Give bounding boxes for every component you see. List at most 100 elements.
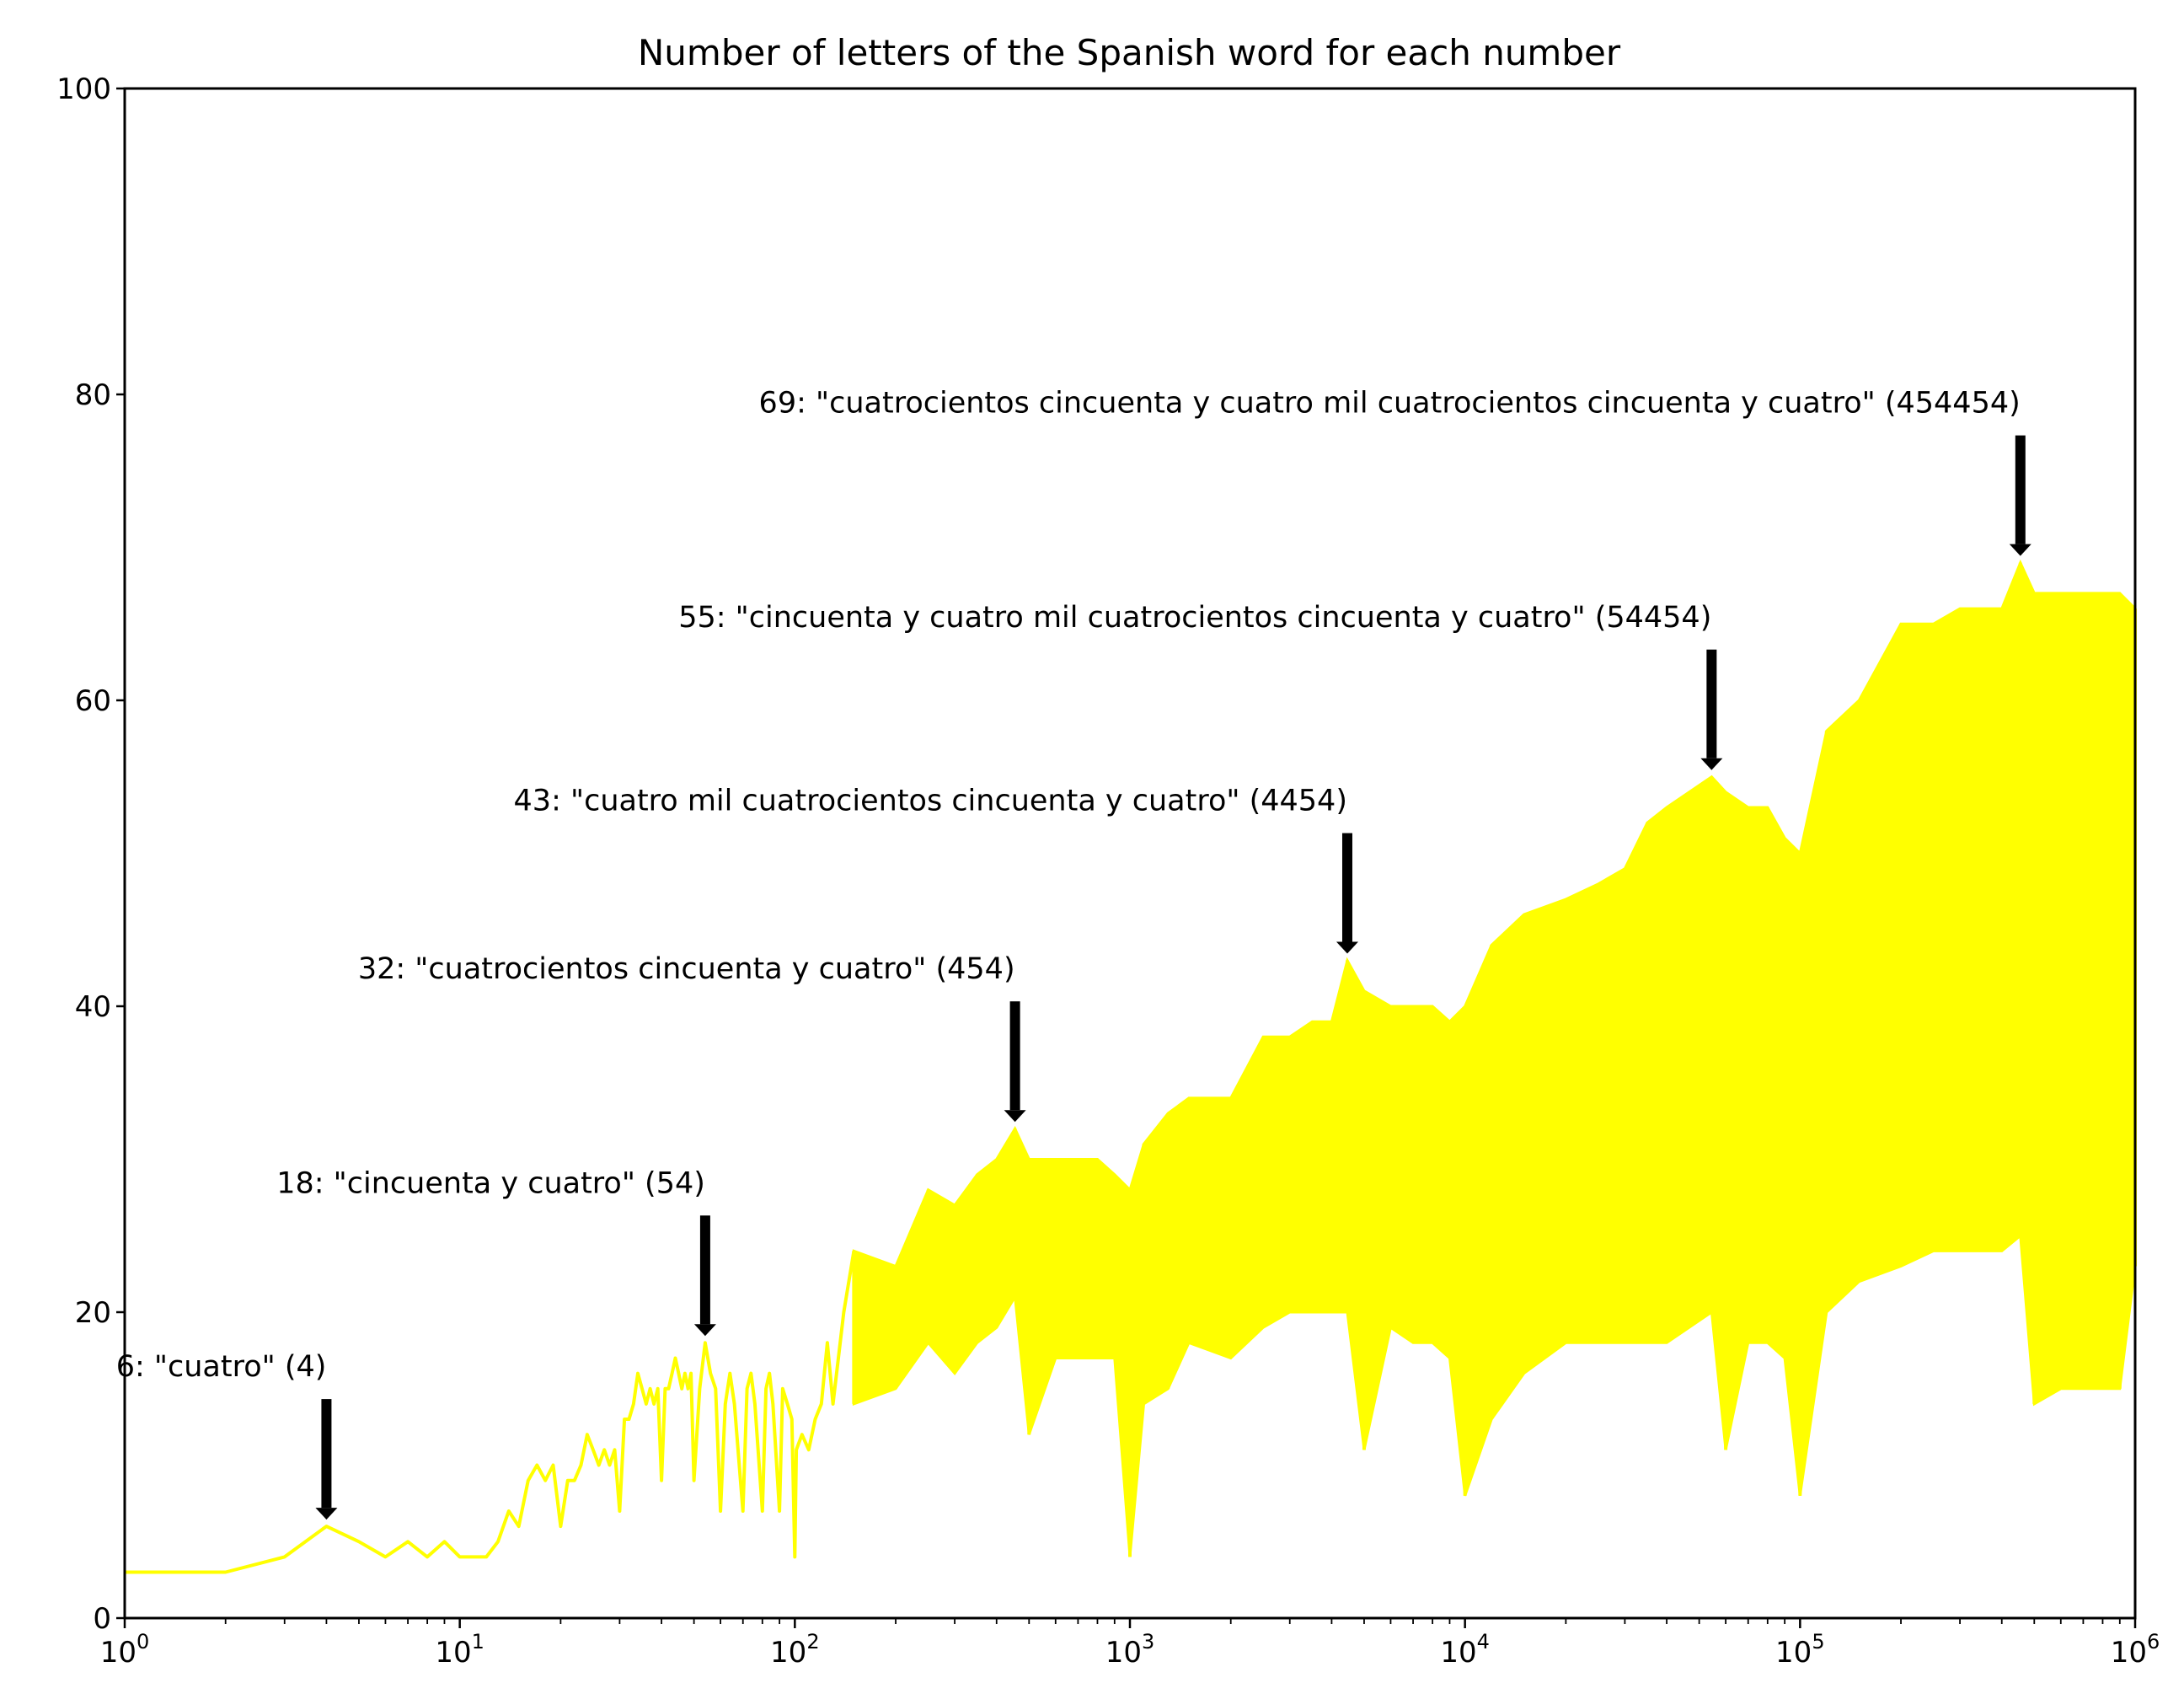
series-point	[507, 1509, 511, 1513]
series-point	[517, 1525, 521, 1528]
series-point	[771, 1402, 774, 1406]
series-point	[458, 1555, 462, 1558]
x-tick-label: 105	[1775, 1630, 1825, 1670]
annotation-arrow-shaft	[1009, 1001, 1020, 1111]
series-point	[442, 1540, 446, 1543]
series-point	[324, 1525, 328, 1528]
series-point	[580, 1464, 583, 1466]
series-point	[586, 1433, 589, 1436]
series-point	[383, 1555, 387, 1558]
x-tick-base: 10	[1105, 1636, 1142, 1670]
x-tick-label: 101	[435, 1630, 484, 1670]
series-point	[636, 1372, 640, 1375]
annotation: 69: "cuatrocientos cincuenta y cuatro mi…	[759, 387, 2031, 556]
series-point	[573, 1479, 576, 1482]
series-point	[652, 1402, 656, 1406]
x-tick-exponent: 4	[1477, 1630, 1490, 1653]
series-point	[559, 1525, 562, 1528]
series-point	[543, 1479, 547, 1482]
series-point	[608, 1464, 611, 1466]
series-point	[724, 1402, 727, 1406]
x-tick-base: 10	[2111, 1636, 2147, 1670]
series-point	[753, 1402, 757, 1406]
annotation-label: 55: "cincuenta y cuatro mil cuatrociento…	[678, 601, 1711, 635]
series-point	[698, 1387, 701, 1391]
series-point	[693, 1479, 696, 1482]
series-point	[632, 1402, 635, 1406]
annotation: 55: "cincuenta y cuatro mil cuatrociento…	[678, 601, 1723, 770]
annotation-arrow-head	[1700, 758, 1723, 770]
series-point	[790, 1418, 794, 1421]
series-point	[683, 1372, 687, 1375]
annotation: 43: "cuatro mil cuatrocientos cincuenta …	[514, 785, 1358, 954]
series-point	[749, 1372, 752, 1375]
series-point	[807, 1448, 811, 1451]
series-point	[496, 1540, 500, 1543]
series-point	[813, 1418, 816, 1421]
x-tick-exponent: 2	[806, 1630, 819, 1653]
series-point	[820, 1402, 823, 1406]
series-point	[728, 1372, 731, 1375]
series-point	[680, 1387, 683, 1391]
series-point	[613, 1448, 617, 1451]
series-point	[714, 1387, 717, 1391]
series-point	[709, 1372, 712, 1375]
series-point	[671, 1372, 674, 1375]
series-point	[472, 1555, 475, 1558]
x-tick-base: 10	[435, 1636, 471, 1670]
series-point	[484, 1555, 488, 1558]
series-point	[426, 1555, 429, 1558]
series-point	[733, 1402, 736, 1406]
x-tick-exponent: 5	[1812, 1630, 1824, 1653]
series-point	[687, 1387, 690, 1391]
annotation: 32: "cuatrocientos cincuenta y cuatro" (…	[358, 952, 1026, 1123]
series-point	[283, 1555, 286, 1558]
series-point	[677, 1372, 680, 1375]
y-tick-label: 60	[75, 684, 111, 718]
x-tick-base: 10	[1775, 1636, 1812, 1670]
series-point	[778, 1509, 781, 1513]
x-tick-label: 100	[100, 1630, 150, 1670]
series-point	[689, 1372, 693, 1375]
series-point	[761, 1509, 764, 1513]
series-point	[592, 1448, 595, 1451]
data-layer	[123, 559, 2137, 1574]
series-point	[628, 1418, 631, 1421]
series-point	[656, 1387, 660, 1391]
annotation: 6: "cuatro" (4)	[116, 1350, 338, 1520]
annotation-arrow-shaft	[699, 1215, 710, 1325]
series-point	[674, 1356, 677, 1359]
annotation: 18: "cincuenta y cuatro" (54)	[276, 1166, 716, 1337]
x-tick-label: 103	[1105, 1630, 1155, 1670]
series-point	[795, 1448, 798, 1451]
series-point	[602, 1448, 606, 1451]
series-point	[667, 1387, 671, 1391]
y-tick-label: 40	[75, 990, 111, 1024]
series-point	[623, 1418, 626, 1421]
annotation-label: 32: "cuatrocientos cincuenta y cuatro" (…	[358, 952, 1015, 986]
x-tick-base: 10	[1440, 1636, 1476, 1670]
series-point	[597, 1464, 601, 1466]
series-point	[663, 1387, 666, 1391]
y-tick-label: 80	[75, 378, 111, 412]
series-point	[566, 1479, 570, 1482]
x-tick-exponent: 0	[136, 1630, 149, 1653]
x-tick-label: 102	[770, 1630, 820, 1670]
x-tick-label: 106	[2111, 1630, 2160, 1670]
annotation-arrow-head	[693, 1324, 716, 1337]
series-point	[852, 1249, 855, 1252]
annotation-arrow-shaft	[2015, 435, 2026, 544]
annotation-arrow-shaft	[1706, 649, 1717, 758]
series-point	[785, 1402, 789, 1406]
x-tick-base: 10	[100, 1636, 136, 1670]
series-point	[719, 1509, 722, 1513]
x-tick-exponent: 1	[472, 1630, 484, 1653]
series-line	[125, 1251, 856, 1574]
x-tick-base: 10	[770, 1636, 806, 1670]
series-point	[746, 1387, 749, 1391]
series-point	[741, 1509, 745, 1513]
series-point	[649, 1387, 652, 1391]
series-point	[768, 1372, 771, 1375]
